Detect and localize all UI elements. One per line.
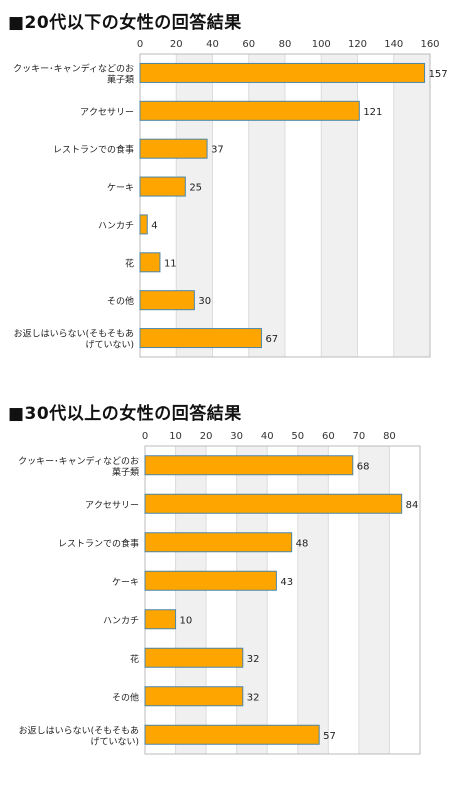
x-tick-label: 40 — [261, 431, 274, 442]
chart-title: ■20代以下の女性の回答結果 — [8, 13, 242, 33]
x-tick-label: 30 — [230, 431, 243, 442]
data-label: 84 — [406, 500, 419, 511]
x-tick-label: 20 — [170, 39, 183, 50]
category-label: その他 — [107, 295, 134, 307]
x-tick-label: 160 — [420, 39, 439, 50]
category-label: ハンカチ — [103, 615, 139, 626]
bar — [139, 138, 208, 159]
bar — [139, 176, 186, 197]
category-label: げていない) — [90, 736, 139, 747]
plot-frame — [139, 53, 431, 358]
data-label: 67 — [265, 334, 278, 345]
x-tick-label: 120 — [348, 39, 367, 50]
x-tick-label: 100 — [312, 39, 331, 50]
grid-band — [358, 446, 390, 754]
x-tick-label: 80 — [383, 431, 396, 442]
bar — [144, 686, 244, 707]
category-label: お返しはいらない(そもそもあ — [19, 724, 139, 736]
category-label: 花 — [125, 257, 134, 269]
x-tick-label: 60 — [322, 431, 335, 442]
data-label: 32 — [247, 654, 260, 665]
bar — [144, 609, 177, 630]
bar — [139, 100, 360, 121]
x-tick-label: 0 — [142, 431, 148, 442]
bar — [144, 455, 354, 476]
category-label: レストランでの食事 — [58, 537, 139, 549]
category-label: アクセサリー — [85, 500, 139, 511]
grid-band — [248, 54, 285, 357]
chart-title: ■30代以上の女性の回答結果 — [8, 404, 242, 424]
data-label: 43 — [280, 577, 293, 588]
bar — [139, 252, 161, 273]
grid-band — [321, 54, 358, 357]
grid-band — [176, 54, 213, 357]
grid-band — [393, 54, 430, 357]
category-label: クッキー･キャンディなどのお — [18, 455, 139, 467]
x-tick-label: 80 — [279, 39, 292, 50]
category-label: 菓子類 — [112, 466, 139, 478]
category-label: アクセサリー — [80, 107, 134, 118]
category-label: ケーキ — [112, 577, 139, 588]
bar — [144, 532, 293, 553]
bar — [139, 214, 148, 235]
bar — [144, 570, 277, 591]
x-tick-label: 40 — [206, 39, 219, 50]
bar — [144, 493, 403, 514]
bar-chart-20s: 0 20 40 60 80 100 120 140 160 157 クッキー･キャンディなどのお菓子… — [13, 39, 448, 358]
bar — [139, 328, 262, 349]
data-label: 57 — [323, 731, 336, 742]
category-label: その他 — [112, 691, 139, 703]
category-label: ケーキ — [107, 183, 134, 194]
x-tick-label: 50 — [291, 431, 304, 442]
category-label: 菓子類 — [107, 73, 134, 85]
category-label: 花 — [130, 653, 139, 665]
data-label: 4 — [151, 220, 157, 231]
plot-frame — [144, 445, 421, 755]
data-label: 30 — [198, 296, 211, 307]
bar — [139, 62, 426, 83]
category-label: レストランでの食事 — [53, 144, 134, 156]
category-label: お返しはいらない(そもそもあ — [14, 328, 134, 340]
x-tick-label: 20 — [200, 431, 213, 442]
x-tick-label: 60 — [242, 39, 255, 50]
data-label: 32 — [247, 692, 260, 703]
grid-band — [297, 446, 329, 754]
bar — [139, 290, 195, 311]
bar — [144, 724, 320, 745]
data-label: 10 — [180, 615, 193, 626]
category-label: クッキー･キャンディなどのお — [13, 62, 134, 74]
data-label: 25 — [189, 183, 202, 194]
x-tick-label: 0 — [137, 39, 143, 50]
category-label: げていない) — [85, 340, 134, 351]
x-tick-label: 70 — [353, 431, 366, 442]
data-label: 48 — [296, 538, 309, 549]
x-tick-label: 10 — [169, 431, 182, 442]
data-label: 37 — [211, 145, 224, 156]
category-label: ハンカチ — [98, 220, 134, 231]
grid-band — [236, 446, 268, 754]
x-tick-label: 140 — [384, 39, 403, 50]
data-label: 121 — [363, 107, 382, 118]
data-label: 157 — [429, 69, 448, 80]
data-label: 11 — [164, 258, 177, 269]
grid-band — [175, 446, 207, 754]
bar — [144, 647, 244, 668]
data-label: 68 — [357, 461, 370, 472]
